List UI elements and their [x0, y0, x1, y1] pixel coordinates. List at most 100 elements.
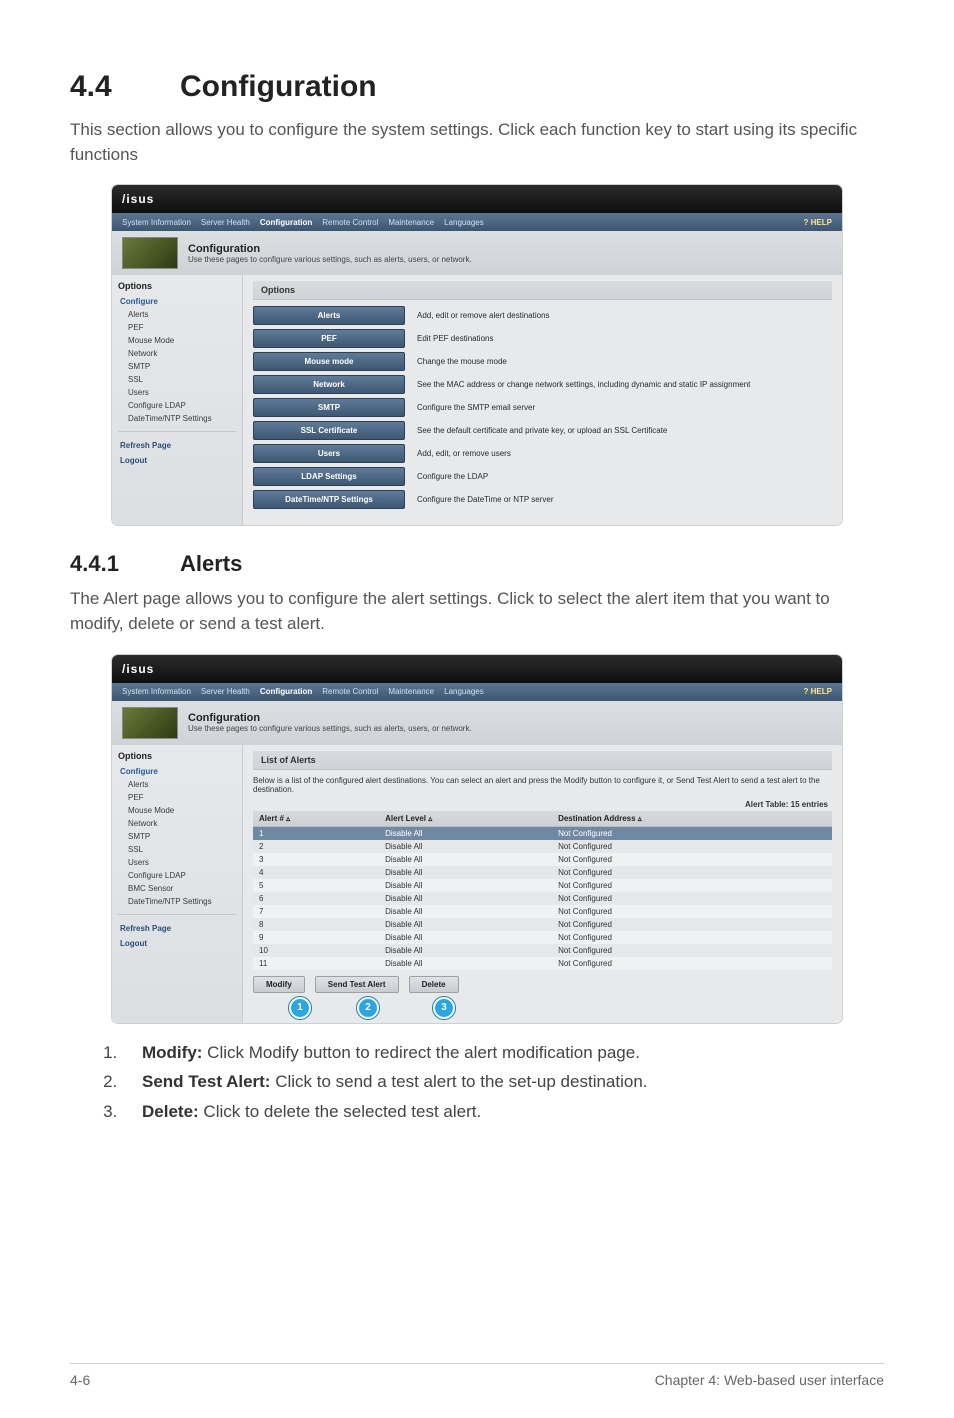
cell-dest-address: Not Configured	[552, 826, 832, 840]
sidebar2-divider	[118, 914, 236, 915]
table-row[interactable]: 6Disable AllNot Configured	[253, 892, 832, 905]
menu2-configuration[interactable]: Configuration	[260, 687, 312, 696]
cfg-desc: Add, edit, or remove users	[417, 449, 511, 458]
cell-alert-level: Disable All	[379, 957, 552, 970]
header-thumb	[122, 237, 178, 269]
sidebar2-item-mouse-mode[interactable]: Mouse Mode	[118, 804, 236, 817]
cell-alert-num: 10	[253, 944, 379, 957]
send-test-alert-button[interactable]: Send Test Alert	[315, 976, 399, 993]
menu2-remote-control[interactable]: Remote Control	[322, 687, 378, 696]
table-row[interactable]: 3Disable AllNot Configured	[253, 853, 832, 866]
sidebar-item-ldap[interactable]: Configure LDAP	[118, 399, 236, 412]
help-link[interactable]: ? HELP	[804, 218, 832, 227]
sidebar-refresh[interactable]: Refresh Page	[118, 438, 236, 453]
menu2-languages[interactable]: Languages	[444, 687, 484, 696]
menu2-system-information[interactable]: System Information	[122, 687, 191, 696]
sidebar-item-ssl[interactable]: SSL	[118, 373, 236, 386]
sidebar2-logout[interactable]: Logout	[118, 936, 236, 951]
cfg-row: Users Add, edit, or remove users	[253, 444, 832, 463]
cell-dest-address: Not Configured	[552, 918, 832, 931]
sidebar-item-users[interactable]: Users	[118, 386, 236, 399]
cell-alert-num: 5	[253, 879, 379, 892]
cell-alert-num: 6	[253, 892, 379, 905]
subsection-intro: The Alert page allows you to configure t…	[70, 587, 884, 636]
cell-alert-level: Disable All	[379, 879, 552, 892]
section-intro: This section allows you to configure the…	[70, 118, 884, 167]
sidebar-item-smtp[interactable]: SMTP	[118, 360, 236, 373]
main-panel-2: List of Alerts Below is a list of the co…	[243, 745, 842, 1023]
instruction-3-label: Delete:	[142, 1102, 199, 1121]
sidebar-item-pef[interactable]: PEF	[118, 321, 236, 334]
sidebar2-item-network[interactable]: Network	[118, 817, 236, 830]
sidebar-item-mouse-mode[interactable]: Mouse Mode	[118, 334, 236, 347]
footer-chapter: Chapter 4: Web-based user interface	[655, 1372, 884, 1388]
cfg-button[interactable]: PEF	[253, 329, 405, 348]
cfg-button[interactable]: Network	[253, 375, 405, 394]
table-row[interactable]: 11Disable AllNot Configured	[253, 957, 832, 970]
sidebar-item-datetime[interactable]: DateTime/NTP Settings	[118, 412, 236, 425]
sidebar-logout[interactable]: Logout	[118, 453, 236, 468]
sidebar2-item-datetime[interactable]: DateTime/NTP Settings	[118, 895, 236, 908]
instruction-1-text: Click Modify button to redirect the aler…	[202, 1043, 640, 1062]
cell-dest-address: Not Configured	[552, 853, 832, 866]
brand-logo: /isus	[122, 192, 154, 206]
sidebar-configure[interactable]: Configure	[118, 295, 236, 308]
cfg-desc: Configure the SMTP email server	[417, 403, 535, 412]
sidebar-item-network[interactable]: Network	[118, 347, 236, 360]
cfg-button[interactable]: Alerts	[253, 306, 405, 325]
cell-alert-num: 9	[253, 931, 379, 944]
modify-button[interactable]: Modify	[253, 976, 305, 993]
menu-remote-control[interactable]: Remote Control	[322, 218, 378, 227]
cfg-button[interactable]: SMTP	[253, 398, 405, 417]
table-row[interactable]: 7Disable AllNot Configured	[253, 905, 832, 918]
cfg-button[interactable]: Users	[253, 444, 405, 463]
menu-server-health[interactable]: Server Health	[201, 218, 250, 227]
instruction-2-label: Send Test Alert:	[142, 1072, 270, 1091]
cell-alert-level: Disable All	[379, 892, 552, 905]
table-row[interactable]: 8Disable AllNot Configured	[253, 918, 832, 931]
cfg-row: AlertsAdd, edit or remove alert destinat…	[253, 306, 832, 325]
sidebar2-item-pef[interactable]: PEF	[118, 791, 236, 804]
sidebar2-item-alerts[interactable]: Alerts	[118, 778, 236, 791]
instruction-3-text: Click to delete the selected test alert.	[199, 1102, 482, 1121]
sidebar2-item-ssl[interactable]: SSL	[118, 843, 236, 856]
cfg-button[interactable]: LDAP Settings	[253, 467, 405, 486]
alerts-note: Below is a list of the configured alert …	[253, 776, 832, 794]
cell-alert-level: Disable All	[379, 826, 552, 840]
table-row[interactable]: 9Disable AllNot Configured	[253, 931, 832, 944]
table-row[interactable]: 2Disable AllNot Configured	[253, 840, 832, 853]
help-link-2[interactable]: ? HELP	[804, 687, 832, 696]
col-alert-level[interactable]: Alert Level ▵	[379, 811, 552, 827]
table-row[interactable]: 5Disable AllNot Configured	[253, 879, 832, 892]
table-row[interactable]: 10Disable AllNot Configured	[253, 944, 832, 957]
col-alert-num[interactable]: Alert # ▵	[253, 811, 379, 827]
sidebar2-section-title: Options	[118, 751, 236, 761]
cfg-desc: See the default certificate and private …	[417, 426, 667, 435]
cfg-row: SSL Certificate See the default certifica…	[253, 421, 832, 440]
panel-bar: Options	[253, 281, 832, 300]
shot-header: Configuration Use these pages to configu…	[112, 231, 842, 275]
sidebar2-item-smtp[interactable]: SMTP	[118, 830, 236, 843]
cfg-button[interactable]: SSL Certificate	[253, 421, 405, 440]
cfg-button[interactable]: Mouse mode	[253, 352, 405, 371]
sidebar2-configure[interactable]: Configure	[118, 765, 236, 778]
menu2-server-health[interactable]: Server Health	[201, 687, 250, 696]
sidebar2-refresh[interactable]: Refresh Page	[118, 921, 236, 936]
cfg-button[interactable]: DateTime/NTP Settings	[253, 490, 405, 509]
cell-dest-address: Not Configured	[552, 957, 832, 970]
col-dest-address[interactable]: Destination Address ▵	[552, 811, 832, 827]
sidebar2-item-ldap[interactable]: Configure LDAP	[118, 869, 236, 882]
shot2-topbar: /isus	[112, 655, 842, 683]
sidebar2-item-users[interactable]: Users	[118, 856, 236, 869]
menu-maintenance[interactable]: Maintenance	[388, 218, 434, 227]
table-row[interactable]: 1Disable AllNot Configured	[253, 826, 832, 840]
menu-languages[interactable]: Languages	[444, 218, 484, 227]
delete-button[interactable]: Delete	[409, 976, 459, 993]
table-row[interactable]: 4Disable AllNot Configured	[253, 866, 832, 879]
menu-configuration[interactable]: Configuration	[260, 218, 312, 227]
sidebar-item-alerts[interactable]: Alerts	[118, 308, 236, 321]
menu-system-information[interactable]: System Information	[122, 218, 191, 227]
subsection-title-text: Alerts	[180, 551, 242, 576]
menu2-maintenance[interactable]: Maintenance	[388, 687, 434, 696]
sidebar2-item-bmc[interactable]: BMC Sensor	[118, 882, 236, 895]
